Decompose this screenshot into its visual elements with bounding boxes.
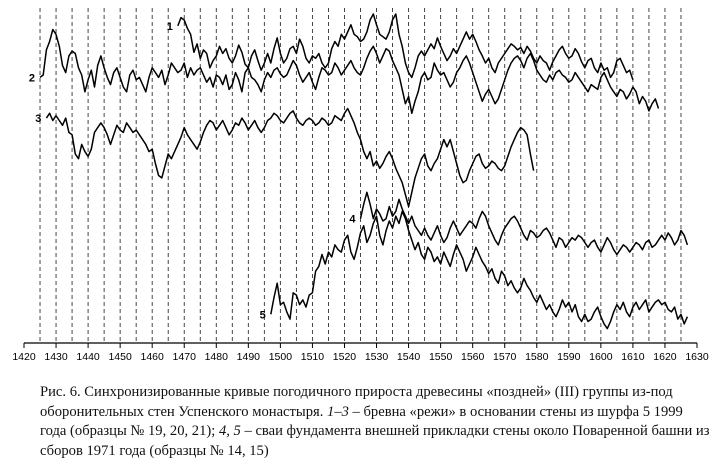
vertical-gridlines xyxy=(39,8,682,343)
x-tick-label: 1590 xyxy=(557,351,581,363)
x-tick-label: 1540 xyxy=(397,351,421,363)
series-curves: 1 2 3 4 5 xyxy=(29,13,689,330)
series-line-2 xyxy=(39,28,660,115)
x-tick-label: 1630 xyxy=(685,351,709,363)
x-tick-label: 1500 xyxy=(269,351,293,363)
series-line-5 xyxy=(270,210,689,330)
series-label-1: 1 xyxy=(167,21,173,33)
x-tick-label: 1520 xyxy=(333,351,357,363)
x-tick-label: 1450 xyxy=(108,351,132,363)
series-line-1 xyxy=(177,13,634,81)
caption-curves-4-5: 4, 5 xyxy=(218,423,241,439)
x-tick-label: 1420 xyxy=(12,351,36,363)
x-tick-label: 1550 xyxy=(429,351,453,363)
x-tick-label: 1570 xyxy=(493,351,517,363)
x-tick-label: 1480 xyxy=(205,351,229,363)
x-tick-label: 1460 xyxy=(141,351,165,363)
series-label-3: 3 xyxy=(35,113,41,125)
x-tick-label: 1510 xyxy=(301,351,325,363)
x-tick-label: 1530 xyxy=(365,351,389,363)
x-tick-label: 1600 xyxy=(589,351,613,363)
x-tick-label: 1430 xyxy=(44,351,68,363)
x-tick-label: 1440 xyxy=(76,351,100,363)
x-tick-label: 1580 xyxy=(525,351,549,363)
x-tick-label: 1490 xyxy=(237,351,261,363)
series-label-5: 5 xyxy=(260,309,266,321)
series-label-4: 4 xyxy=(349,214,356,226)
series-line-4 xyxy=(359,191,689,256)
series-line-3 xyxy=(45,107,535,208)
series-label-2: 2 xyxy=(29,72,35,84)
x-tick-label: 1560 xyxy=(461,351,485,363)
x-tick-label: 1620 xyxy=(653,351,677,363)
caption-part-1: Рис. 6. Синхронизированные кривые погоди… xyxy=(40,384,673,420)
tree-ring-chart: 1420 1430 1440 1450 1460 1470 1480 1490 1500 1510… xyxy=(12,8,709,363)
x-tick-label: 1470 xyxy=(173,351,197,363)
x-axis: 1420 1430 1440 1450 1460 1470 1480 1490 1500 1510… xyxy=(12,342,709,363)
caption-curves-1-3: 1–3 xyxy=(327,403,349,420)
x-tick-label: 1610 xyxy=(621,351,645,363)
caption-part-3: – бревна «режи» в основании стены из шур… xyxy=(40,403,683,440)
caption-part-5: – сваи фундамента внешней прикладки стен… xyxy=(40,423,710,459)
figure-caption: Рис. 6. Синхронизированные кривые погоди… xyxy=(40,383,710,461)
